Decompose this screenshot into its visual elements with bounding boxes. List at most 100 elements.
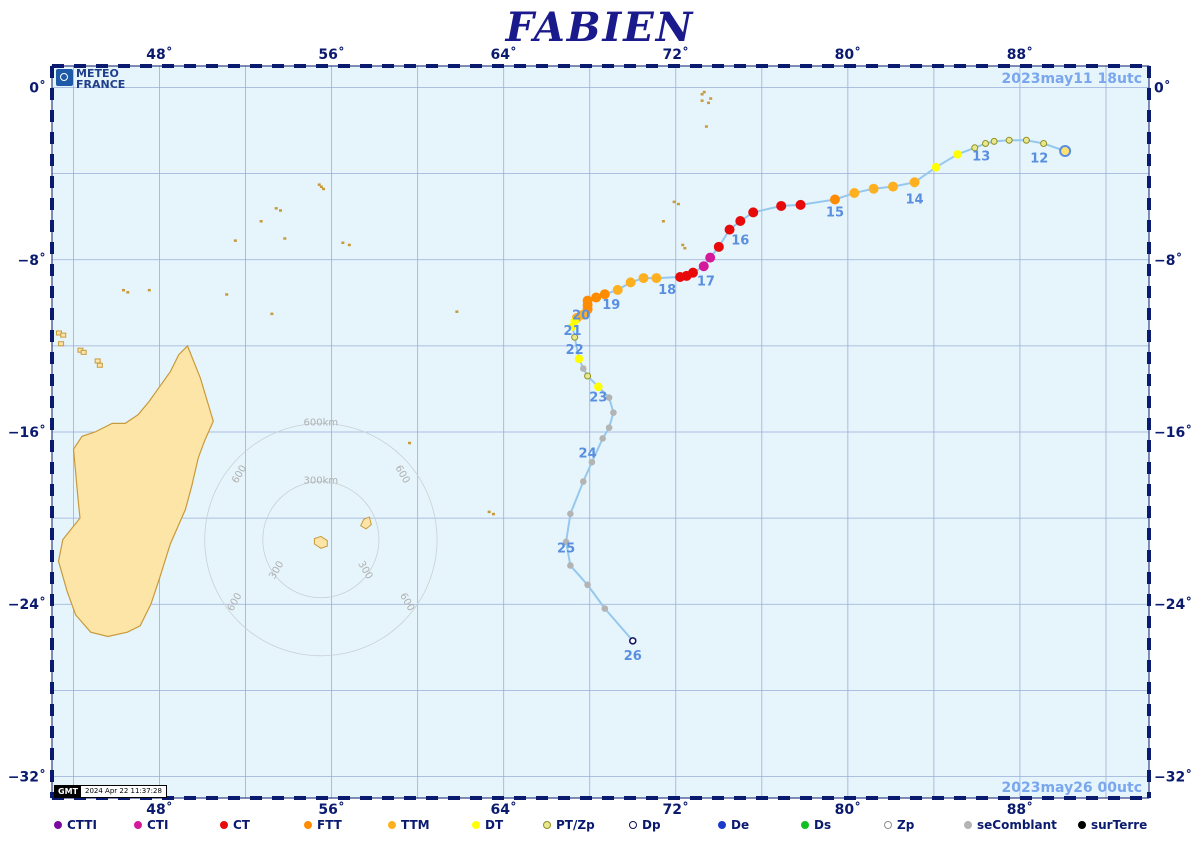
day-label: 18 bbox=[658, 283, 676, 298]
map-frame bbox=[50, 64, 1151, 800]
track-point-CTI bbox=[705, 252, 716, 263]
islet bbox=[270, 312, 274, 316]
legend-swatch-icon bbox=[472, 821, 480, 829]
islet bbox=[704, 125, 708, 128]
track-point-CT bbox=[724, 224, 735, 235]
frame-outline bbox=[51, 65, 1150, 799]
islet bbox=[259, 220, 263, 223]
islet bbox=[121, 288, 125, 292]
start-timestamp: 2023may11 18utc bbox=[1002, 71, 1143, 87]
range-ring bbox=[204, 423, 438, 657]
track-point-DT bbox=[574, 354, 584, 364]
lat-label-left: −32˚ bbox=[8, 768, 46, 785]
lon-label-top: 72˚ bbox=[663, 46, 689, 63]
legend-item: CTTI bbox=[54, 818, 97, 832]
lat-label-right: −8˚ bbox=[1154, 252, 1182, 269]
islet bbox=[279, 209, 283, 212]
meteo-france-logo: METEO FRANCE bbox=[56, 68, 136, 92]
track-point-PTZp bbox=[1005, 136, 1013, 144]
legend-item: CT bbox=[220, 818, 250, 832]
legend-swatch-icon bbox=[543, 821, 551, 829]
track-point-seComblant bbox=[599, 435, 606, 442]
legend-label: seComblant bbox=[977, 818, 1057, 832]
track-point-TTM bbox=[612, 284, 623, 295]
lon-label-top: 56˚ bbox=[318, 46, 344, 63]
legend-label: Ds bbox=[814, 818, 832, 832]
track-point-TTM bbox=[888, 181, 899, 192]
track-point-PTZp bbox=[1040, 140, 1048, 148]
day-label: 13 bbox=[972, 149, 990, 164]
day-label: 12 bbox=[1030, 152, 1048, 167]
legend-label: FTT bbox=[317, 818, 342, 832]
legend-swatch-icon bbox=[801, 821, 809, 829]
day-label: 15 bbox=[826, 205, 844, 220]
legend-swatch-icon bbox=[1078, 821, 1086, 829]
legend-item: De bbox=[718, 818, 749, 832]
lon-label-bottom: 48˚ bbox=[146, 801, 172, 818]
legend-label: DT bbox=[485, 818, 504, 832]
legend-item: TTM bbox=[388, 818, 430, 832]
track-point-FTT bbox=[829, 194, 840, 205]
track-point-DT bbox=[568, 322, 577, 331]
track-point-PTZp bbox=[584, 372, 592, 380]
islet bbox=[225, 293, 229, 296]
lon-label-top: 80˚ bbox=[835, 46, 861, 63]
comoros-islet bbox=[60, 332, 67, 338]
lat-label-left: 0˚ bbox=[29, 80, 46, 97]
islet bbox=[126, 291, 130, 294]
track-point-FTT bbox=[591, 292, 602, 303]
track-point-DT bbox=[931, 162, 941, 172]
islet bbox=[700, 99, 704, 102]
legend-swatch-icon bbox=[884, 821, 892, 829]
comoros-islet bbox=[58, 341, 65, 347]
legend-swatch-icon bbox=[134, 821, 142, 829]
legend-swatch-icon bbox=[718, 821, 726, 829]
lat-label-right: −16˚ bbox=[1154, 424, 1192, 441]
end-timestamp: 2023may26 00utc bbox=[1002, 780, 1143, 796]
track-point-TTM bbox=[849, 188, 860, 199]
gmt-timestamp: 2024 Apr 22 11:37:28 bbox=[84, 787, 162, 795]
lon-label-bottom: 64˚ bbox=[490, 801, 516, 818]
legend-label: Dp bbox=[642, 818, 661, 832]
track-point-seComblant bbox=[567, 510, 574, 518]
track-point-seComblant bbox=[579, 478, 587, 485]
logo-line1: METEO bbox=[76, 67, 119, 80]
lon-label-top: 48˚ bbox=[146, 46, 172, 63]
track-point-PTZp bbox=[971, 144, 979, 152]
legend-swatch-icon bbox=[220, 821, 228, 829]
comoros-islet bbox=[96, 362, 103, 368]
range-ring bbox=[262, 481, 380, 599]
track-point-seComblant bbox=[579, 365, 587, 372]
day-label: 24 bbox=[579, 447, 597, 462]
islet bbox=[702, 90, 706, 94]
islet bbox=[487, 510, 491, 514]
islet bbox=[661, 220, 665, 223]
islet bbox=[676, 202, 680, 206]
islet bbox=[283, 237, 287, 240]
legend-swatch-icon bbox=[54, 821, 62, 829]
legend-item: FTT bbox=[304, 818, 342, 832]
legend-item: seComblant bbox=[964, 818, 1057, 832]
lat-label-right: 0˚ bbox=[1154, 80, 1171, 97]
day-label: 19 bbox=[602, 298, 620, 313]
islet bbox=[683, 246, 687, 250]
legend-label: TTM bbox=[401, 818, 430, 832]
day-label: 14 bbox=[905, 192, 923, 207]
lon-label-top: 88˚ bbox=[1007, 46, 1033, 63]
legend-item: DT bbox=[472, 818, 503, 832]
track-point-FTT bbox=[599, 289, 610, 300]
comoros-islet bbox=[94, 358, 101, 364]
track-point-seComblant bbox=[584, 581, 591, 589]
graticule bbox=[52, 66, 1149, 798]
logo-line2: FRANCE bbox=[76, 78, 126, 91]
track-point-seComblant bbox=[588, 458, 596, 466]
islet bbox=[147, 288, 151, 292]
track-point-DT bbox=[953, 149, 962, 159]
islet bbox=[408, 441, 412, 445]
lat-label-left: −16˚ bbox=[8, 424, 46, 441]
legend-item: Ds bbox=[801, 818, 831, 832]
legend-label: CT bbox=[233, 818, 250, 832]
track-point-TTM bbox=[909, 177, 920, 188]
